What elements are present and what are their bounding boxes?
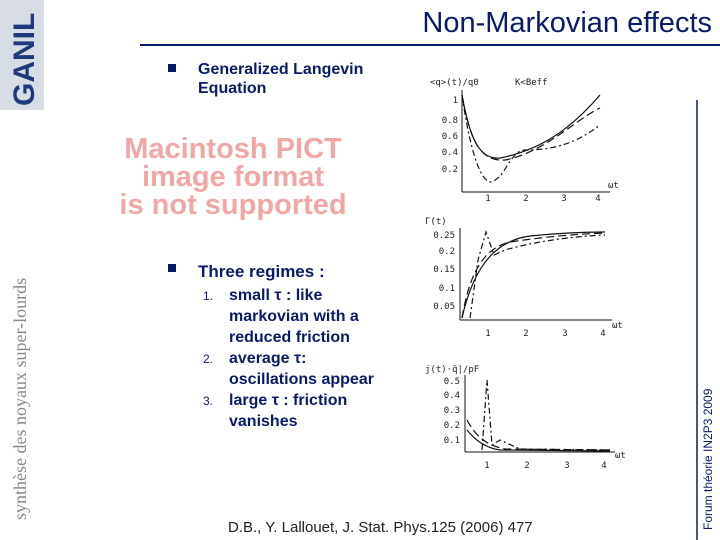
plot-xlabel: ωt xyxy=(615,451,626,461)
y-tick-label: 0.8 xyxy=(442,116,458,126)
x-tick-label: 2 xyxy=(524,461,529,471)
curve xyxy=(461,94,601,159)
plot-2 xyxy=(459,228,612,321)
regime-text: small τ : like xyxy=(229,287,323,304)
right-sidebar: Forum théorie IN2P3 2009 xyxy=(701,388,715,530)
x-tick-label: 4 xyxy=(600,329,605,339)
x-tick-label: 3 xyxy=(562,329,567,339)
logo-box xyxy=(0,0,44,110)
plot-note: K<Beff xyxy=(515,78,548,88)
regime-number: 2. xyxy=(203,352,213,366)
regime-text: markovian with a xyxy=(229,308,359,325)
x-tick-label: 4 xyxy=(595,194,600,204)
curve xyxy=(481,379,611,451)
plot-3 xyxy=(464,375,615,453)
y-tick-label: 0.1 xyxy=(444,436,460,446)
regime-text: reduced friction xyxy=(229,329,350,346)
regime-number: 1. xyxy=(203,289,213,303)
bullet-text: Equation xyxy=(198,80,266,97)
left-sidebar: synthèse des noyaux super-lourds xyxy=(10,278,30,520)
regime-list: 1. small τ : like markovian with a reduced … xyxy=(203,287,374,430)
y-tick-label: 1 xyxy=(453,96,458,106)
title: Non-Markovian effects xyxy=(422,7,712,39)
y-tick-label: 0.2 xyxy=(444,421,460,431)
placeholder: image format xyxy=(142,161,324,193)
regime-text: vanishes xyxy=(229,413,298,430)
plot-ylabel: Γ(t) xyxy=(425,217,447,227)
plot-xlabel: ωt xyxy=(612,321,623,331)
x-tick-label: 3 xyxy=(561,194,566,204)
curve xyxy=(469,230,606,319)
regime-text: large τ : friction xyxy=(229,392,347,409)
plot-xlabel: ωt xyxy=(608,181,619,191)
y-tick-label: 0.25 xyxy=(433,231,455,241)
y-tick-label: 0.05 xyxy=(433,302,455,312)
curve xyxy=(461,232,606,319)
y-tick-label: 0.2 xyxy=(439,247,455,257)
regime-text: oscillations appear xyxy=(229,371,374,388)
plot-labels: <q>(t)/q0 K<Beff ωt 1 0.8 0.6 0.4 0.2 1 2 3 4 Γ(t) ωt… xyxy=(425,78,626,471)
x-tick-label: 1 xyxy=(484,461,489,471)
curve xyxy=(466,419,611,451)
y-tick-label: 0.4 xyxy=(442,148,458,158)
curve xyxy=(461,231,606,319)
x-tick-label: 1 xyxy=(485,329,490,339)
y-tick-label: 0.3 xyxy=(444,406,460,416)
y-tick-label: 0.15 xyxy=(433,265,455,275)
curve xyxy=(461,94,601,161)
y-tick-label: 0.4 xyxy=(444,391,460,401)
x-tick-label: 2 xyxy=(523,329,528,339)
regime-number: 3. xyxy=(203,394,213,408)
plot-ylabel: <q>(t)/q0 xyxy=(430,78,479,88)
regime-text: average τ: xyxy=(229,350,306,367)
citation: D.B., Y. Lallouet, J. Stat. Phys.125 (20… xyxy=(228,519,533,536)
y-tick-label: 0.1 xyxy=(439,284,455,294)
y-tick-label: 0.6 xyxy=(442,132,458,142)
x-tick-label: 2 xyxy=(523,194,528,204)
placeholder: Macintosh PICT xyxy=(124,133,342,165)
x-tick-label: 3 xyxy=(564,461,569,471)
x-tick-label: 1 xyxy=(485,194,490,204)
plot-ylabel: j(t)·q̄|/pF xyxy=(425,365,479,375)
curve xyxy=(461,94,601,183)
y-tick-label: 0.5 xyxy=(444,377,460,387)
bullet xyxy=(168,64,176,72)
bullet xyxy=(168,264,176,272)
bullet-text: Three regimes : xyxy=(198,262,325,281)
plot-1 xyxy=(461,90,610,193)
placeholder: is not supported xyxy=(119,189,346,221)
y-tick-label: 0.2 xyxy=(442,165,458,175)
curve xyxy=(466,429,611,452)
bullet-text: Generalized Langevin xyxy=(198,61,363,78)
logo: GANIL xyxy=(8,13,41,106)
x-tick-label: 4 xyxy=(601,461,606,471)
